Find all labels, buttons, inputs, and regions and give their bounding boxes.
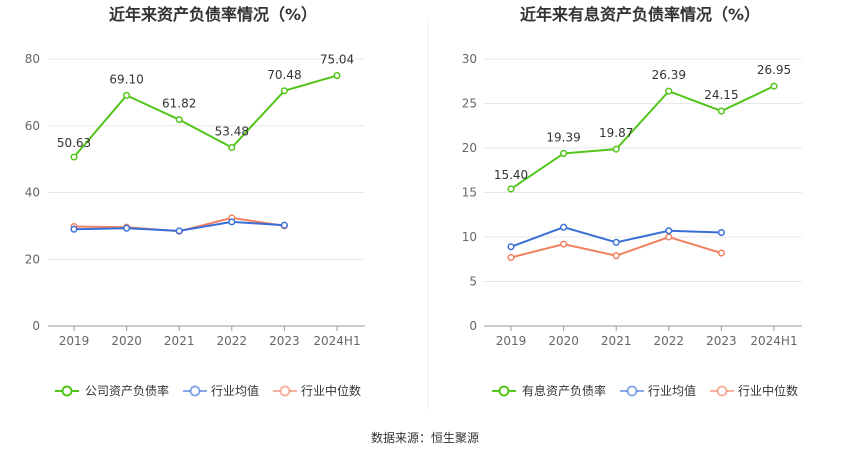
data-point bbox=[717, 229, 725, 237]
data-point bbox=[175, 116, 183, 124]
legend-item-label[interactable]: 公司资产负债率 bbox=[85, 383, 169, 398]
chart-panel-debt-ratio: 近年来资产负债率情况（%） 0 20 40 60 80 2019 2020 2021 2022 20… bbox=[25, 5, 365, 398]
data-point bbox=[717, 249, 725, 257]
x-tick-label: 2022 bbox=[217, 334, 248, 348]
x-tick-label: 2024H1 bbox=[750, 334, 797, 348]
data-label: 19.87 bbox=[599, 126, 633, 140]
chart-panel-interest-debt-ratio: 近年来有息资产负债率情况（%） 0 5 10 15 20 25 30 2019 2020 2021 2… bbox=[462, 5, 802, 398]
data-point bbox=[507, 185, 515, 193]
data-point bbox=[123, 91, 131, 99]
x-tick-label: 2019 bbox=[496, 334, 527, 348]
x-tick-label: 2022 bbox=[654, 334, 685, 348]
data-point bbox=[560, 240, 568, 248]
y-tick-label: 5 bbox=[469, 275, 477, 289]
x-tick-label: 2020 bbox=[548, 334, 579, 348]
x-tick-label: 2024H1 bbox=[313, 334, 360, 348]
x-tick-label: 2020 bbox=[111, 334, 142, 348]
x-tick-label: 2023 bbox=[706, 334, 737, 348]
data-point bbox=[612, 238, 620, 246]
data-label: 53.48 bbox=[215, 125, 249, 139]
x-tick-label: 2021 bbox=[601, 334, 632, 348]
data-point bbox=[665, 233, 673, 241]
legend-item-label[interactable]: 行业中位数 bbox=[301, 383, 361, 398]
data-point bbox=[612, 145, 620, 153]
series-line bbox=[73, 74, 338, 158]
series-line bbox=[510, 85, 775, 190]
y-tick-label: 40 bbox=[25, 186, 40, 200]
data-point bbox=[123, 224, 131, 232]
data-point bbox=[280, 221, 288, 229]
chart-title: 近年来有息资产负债率情况（%） bbox=[520, 5, 760, 24]
y-tick-label: 30 bbox=[462, 52, 477, 66]
data-label: 50.63 bbox=[57, 136, 91, 150]
data-label: 75.04 bbox=[320, 53, 354, 67]
data-point bbox=[665, 227, 673, 235]
y-tick-label: 60 bbox=[25, 119, 40, 133]
legend-swatch-marker bbox=[498, 385, 510, 397]
y-tick-label: 25 bbox=[462, 97, 477, 111]
legend-swatch-marker bbox=[189, 385, 201, 397]
data-label: 69.10 bbox=[109, 72, 143, 86]
y-tick-label: 10 bbox=[462, 230, 477, 244]
data-point bbox=[175, 227, 183, 235]
data-label: 24.15 bbox=[704, 88, 738, 102]
y-tick-label: 20 bbox=[25, 252, 40, 266]
data-point bbox=[717, 107, 725, 115]
data-label: 26.95 bbox=[757, 63, 791, 77]
data-point bbox=[333, 72, 341, 80]
data-point bbox=[560, 149, 568, 157]
x-tick-label: 2019 bbox=[59, 334, 90, 348]
data-label: 15.40 bbox=[494, 168, 528, 182]
data-point bbox=[665, 87, 673, 95]
legend-item-label[interactable]: 行业中位数 bbox=[738, 383, 798, 398]
data-point bbox=[770, 82, 778, 90]
legend-item-label[interactable]: 行业均值 bbox=[211, 383, 259, 398]
legend-swatch-marker bbox=[279, 385, 291, 397]
data-point bbox=[560, 223, 568, 231]
legend-item-label[interactable]: 有息资产负债率 bbox=[522, 383, 606, 398]
y-tick-label: 20 bbox=[462, 141, 477, 155]
data-point bbox=[70, 225, 78, 233]
data-label: 19.39 bbox=[546, 130, 580, 144]
data-point bbox=[228, 218, 236, 226]
data-point bbox=[228, 143, 236, 152]
legend-swatch-marker bbox=[716, 385, 728, 397]
legend-item-label[interactable]: 行业均值 bbox=[648, 383, 696, 398]
legend-swatch-marker bbox=[61, 385, 73, 397]
y-tick-label: 80 bbox=[25, 52, 40, 66]
data-label: 61.82 bbox=[162, 97, 196, 111]
y-tick-label: 0 bbox=[32, 319, 40, 333]
footer-source: 数据来源：恒生聚源 bbox=[371, 430, 479, 445]
data-point bbox=[507, 243, 515, 251]
data-point bbox=[280, 87, 288, 95]
data-point bbox=[507, 253, 515, 262]
data-point bbox=[70, 153, 78, 161]
data-label: 70.48 bbox=[267, 68, 301, 82]
legend-swatch-marker bbox=[626, 385, 638, 397]
y-tick-label: 15 bbox=[462, 186, 477, 200]
y-tick-label: 0 bbox=[469, 319, 477, 333]
x-tick-label: 2023 bbox=[269, 334, 300, 348]
data-label: 26.39 bbox=[652, 68, 686, 82]
chart-title: 近年来资产负债率情况（%） bbox=[109, 5, 317, 24]
data-point bbox=[612, 252, 620, 260]
x-tick-label: 2021 bbox=[164, 334, 195, 348]
